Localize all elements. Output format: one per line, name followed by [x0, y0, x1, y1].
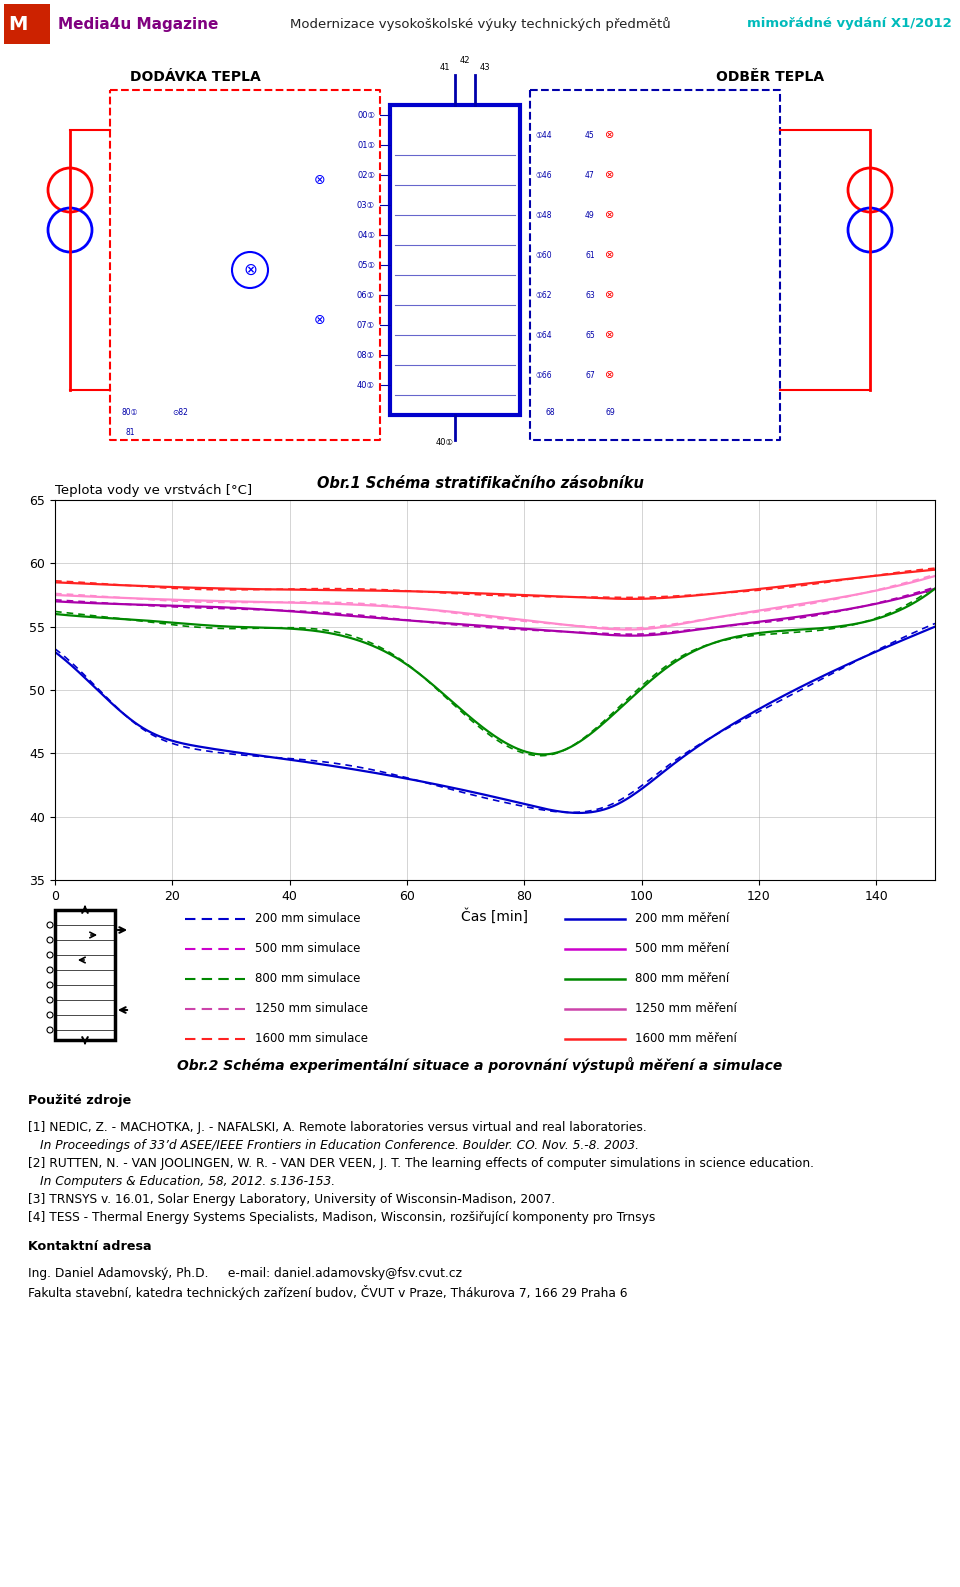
- Text: 49: 49: [585, 211, 595, 219]
- Text: ⊗: ⊗: [314, 173, 325, 187]
- Text: 500 mm simulace: 500 mm simulace: [255, 943, 360, 955]
- Text: Fakulta stavební, katedra technických zařízení budov, ČVUT v Praze, Thákurova 7,: Fakulta stavební, katedra technických za…: [28, 1285, 628, 1300]
- Text: 40①: 40①: [436, 438, 454, 448]
- Text: In Computers & Education, 58, 2012. s.136-153.: In Computers & Education, 58, 2012. s.13…: [40, 1174, 335, 1189]
- Text: 69: 69: [605, 408, 614, 417]
- Text: DODÁVKA TEPLA: DODÁVKA TEPLA: [130, 70, 260, 84]
- Text: ⊗: ⊗: [314, 313, 325, 327]
- Text: 05①: 05①: [357, 260, 375, 270]
- Text: ⊗: ⊗: [606, 209, 614, 221]
- Text: 80①: 80①: [122, 408, 138, 417]
- Text: Media4u Magazine: Media4u Magazine: [58, 16, 218, 32]
- Bar: [390, 105, 520, 414]
- Text: 03①: 03①: [357, 200, 375, 209]
- Text: M: M: [8, 14, 28, 33]
- Text: [4] TESS - Thermal Energy Systems Specialists, Madison, Wisconsin, rozšiřující k: [4] TESS - Thermal Energy Systems Specia…: [28, 1211, 656, 1224]
- Text: 40①: 40①: [357, 381, 375, 389]
- Text: návrat na obsah: návrat na obsah: [404, 1555, 556, 1573]
- X-axis label: Čas [min]: Čas [min]: [462, 908, 529, 924]
- Text: ①46: ①46: [535, 170, 552, 179]
- Text: 200 mm měření: 200 mm měření: [635, 913, 730, 925]
- Text: ①62: ①62: [535, 290, 551, 300]
- Text: 61: 61: [585, 251, 594, 260]
- Text: 06①: 06①: [357, 290, 375, 300]
- Text: ODBĚR TEPLA: ODBĚR TEPLA: [716, 70, 824, 84]
- Text: Modernizace vysokoškolské výuky technických předmětů: Modernizace vysokoškolské výuky technick…: [290, 17, 670, 32]
- Text: 02①: 02①: [357, 170, 375, 179]
- Text: 81: 81: [125, 428, 134, 436]
- Text: [1] NEDIC, Z. - MACHOTKA, J. - NAFALSKI, A. Remote laboratories versus virtual a: [1] NEDIC, Z. - MACHOTKA, J. - NAFALSKI,…: [28, 1120, 647, 1135]
- Text: ①60: ①60: [535, 251, 552, 260]
- Text: 67: 67: [585, 370, 595, 379]
- Text: Obr.1 Schéma stratifikačního zásobníku: Obr.1 Schéma stratifikačního zásobníku: [317, 476, 643, 492]
- Text: 45: 45: [585, 130, 595, 140]
- Text: 01①: 01①: [357, 141, 375, 149]
- Text: ⊗: ⊗: [606, 370, 614, 379]
- Text: ⊗: ⊗: [243, 260, 257, 279]
- Text: Teplota vody ve vrstvách [°C]: Teplota vody ve vrstvách [°C]: [55, 484, 252, 497]
- Text: 41: 41: [440, 63, 450, 71]
- Text: 1250 mm měření: 1250 mm měření: [635, 1003, 737, 1016]
- Text: Ing. Daniel Adamovský, Ph.D.     e-mail: daniel.adamovsky@fsv.cvut.cz: Ing. Daniel Adamovský, Ph.D. e-mail: dan…: [28, 1266, 462, 1279]
- Text: mimořádné vydání X1/2012: mimořádné vydání X1/2012: [747, 17, 952, 30]
- Text: ⊗: ⊗: [606, 251, 614, 260]
- Text: 500 mm měření: 500 mm měření: [635, 943, 730, 955]
- Text: 1600 mm simulace: 1600 mm simulace: [255, 1033, 368, 1046]
- Text: 1600 mm měření: 1600 mm měření: [635, 1033, 737, 1046]
- Text: 42: 42: [460, 56, 470, 65]
- Text: X1-10: X1-10: [12, 1557, 61, 1571]
- Text: 65: 65: [585, 330, 595, 340]
- Text: ①48: ①48: [535, 211, 551, 219]
- Bar: [55, 909, 115, 1039]
- Text: ①64: ①64: [535, 330, 552, 340]
- Text: Kontaktní adresa: Kontaktní adresa: [28, 1239, 152, 1252]
- Text: ①66: ①66: [535, 370, 552, 379]
- Text: 47: 47: [585, 170, 595, 179]
- Text: 800 mm měření: 800 mm měření: [635, 973, 730, 986]
- Text: 200 mm simulace: 200 mm simulace: [255, 913, 361, 925]
- Text: [2] RUTTEN, N. - VAN JOOLINGEN, W. R. - VAN DER VEEN, J. T. The learning effects: [2] RUTTEN, N. - VAN JOOLINGEN, W. R. - …: [28, 1157, 814, 1170]
- Text: ①44: ①44: [535, 130, 552, 140]
- Text: 1250 mm simulace: 1250 mm simulace: [255, 1003, 368, 1016]
- Text: 68: 68: [545, 408, 555, 417]
- Text: ⊗: ⊗: [606, 130, 614, 140]
- Text: 08①: 08①: [357, 351, 375, 360]
- Text: ⊗: ⊗: [606, 330, 614, 340]
- Text: 800 mm simulace: 800 mm simulace: [255, 973, 360, 986]
- Text: ⊗: ⊗: [606, 290, 614, 300]
- Text: 63: 63: [585, 290, 595, 300]
- Text: Obr.2 Schéma experimentální situace a porovnání výstupů měření a simulace: Obr.2 Schéma experimentální situace a po…: [178, 1057, 782, 1073]
- Text: 43: 43: [480, 63, 491, 71]
- Text: In Proceedings of 33’d ASEE/IEEE Frontiers in Education Conference. Boulder. CO.: In Proceedings of 33’d ASEE/IEEE Frontie…: [40, 1139, 639, 1152]
- Bar: [4, 5, 50, 44]
- Text: 00①: 00①: [357, 111, 375, 119]
- Text: 04①: 04①: [357, 230, 375, 240]
- Text: [3] TRNSYS v. 16.01, Solar Energy Laboratory, University of Wisconsin-Madison, 2: [3] TRNSYS v. 16.01, Solar Energy Labora…: [28, 1193, 555, 1206]
- Text: ⊙82: ⊙82: [172, 408, 188, 417]
- Text: Použité zdroje: Použité zdroje: [28, 1093, 132, 1108]
- Text: 07①: 07①: [357, 321, 375, 330]
- Text: ⊗: ⊗: [606, 170, 614, 179]
